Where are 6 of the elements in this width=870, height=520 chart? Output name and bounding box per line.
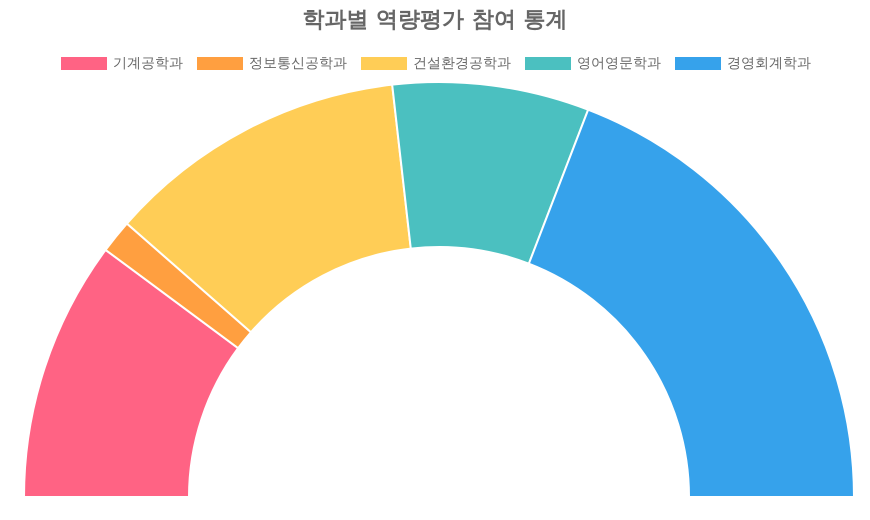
chart-title: 학과별 역량평가 참여 통계 (302, 8, 568, 32)
legend-label: 경영회계학과 (727, 56, 811, 72)
legend-label: 건설환경공학과 (413, 56, 511, 72)
legend-label: 기계공학과 (113, 56, 183, 72)
legend-label: 정보통신공학과 (249, 56, 347, 72)
legend-label: 영어영문학과 (577, 56, 661, 72)
